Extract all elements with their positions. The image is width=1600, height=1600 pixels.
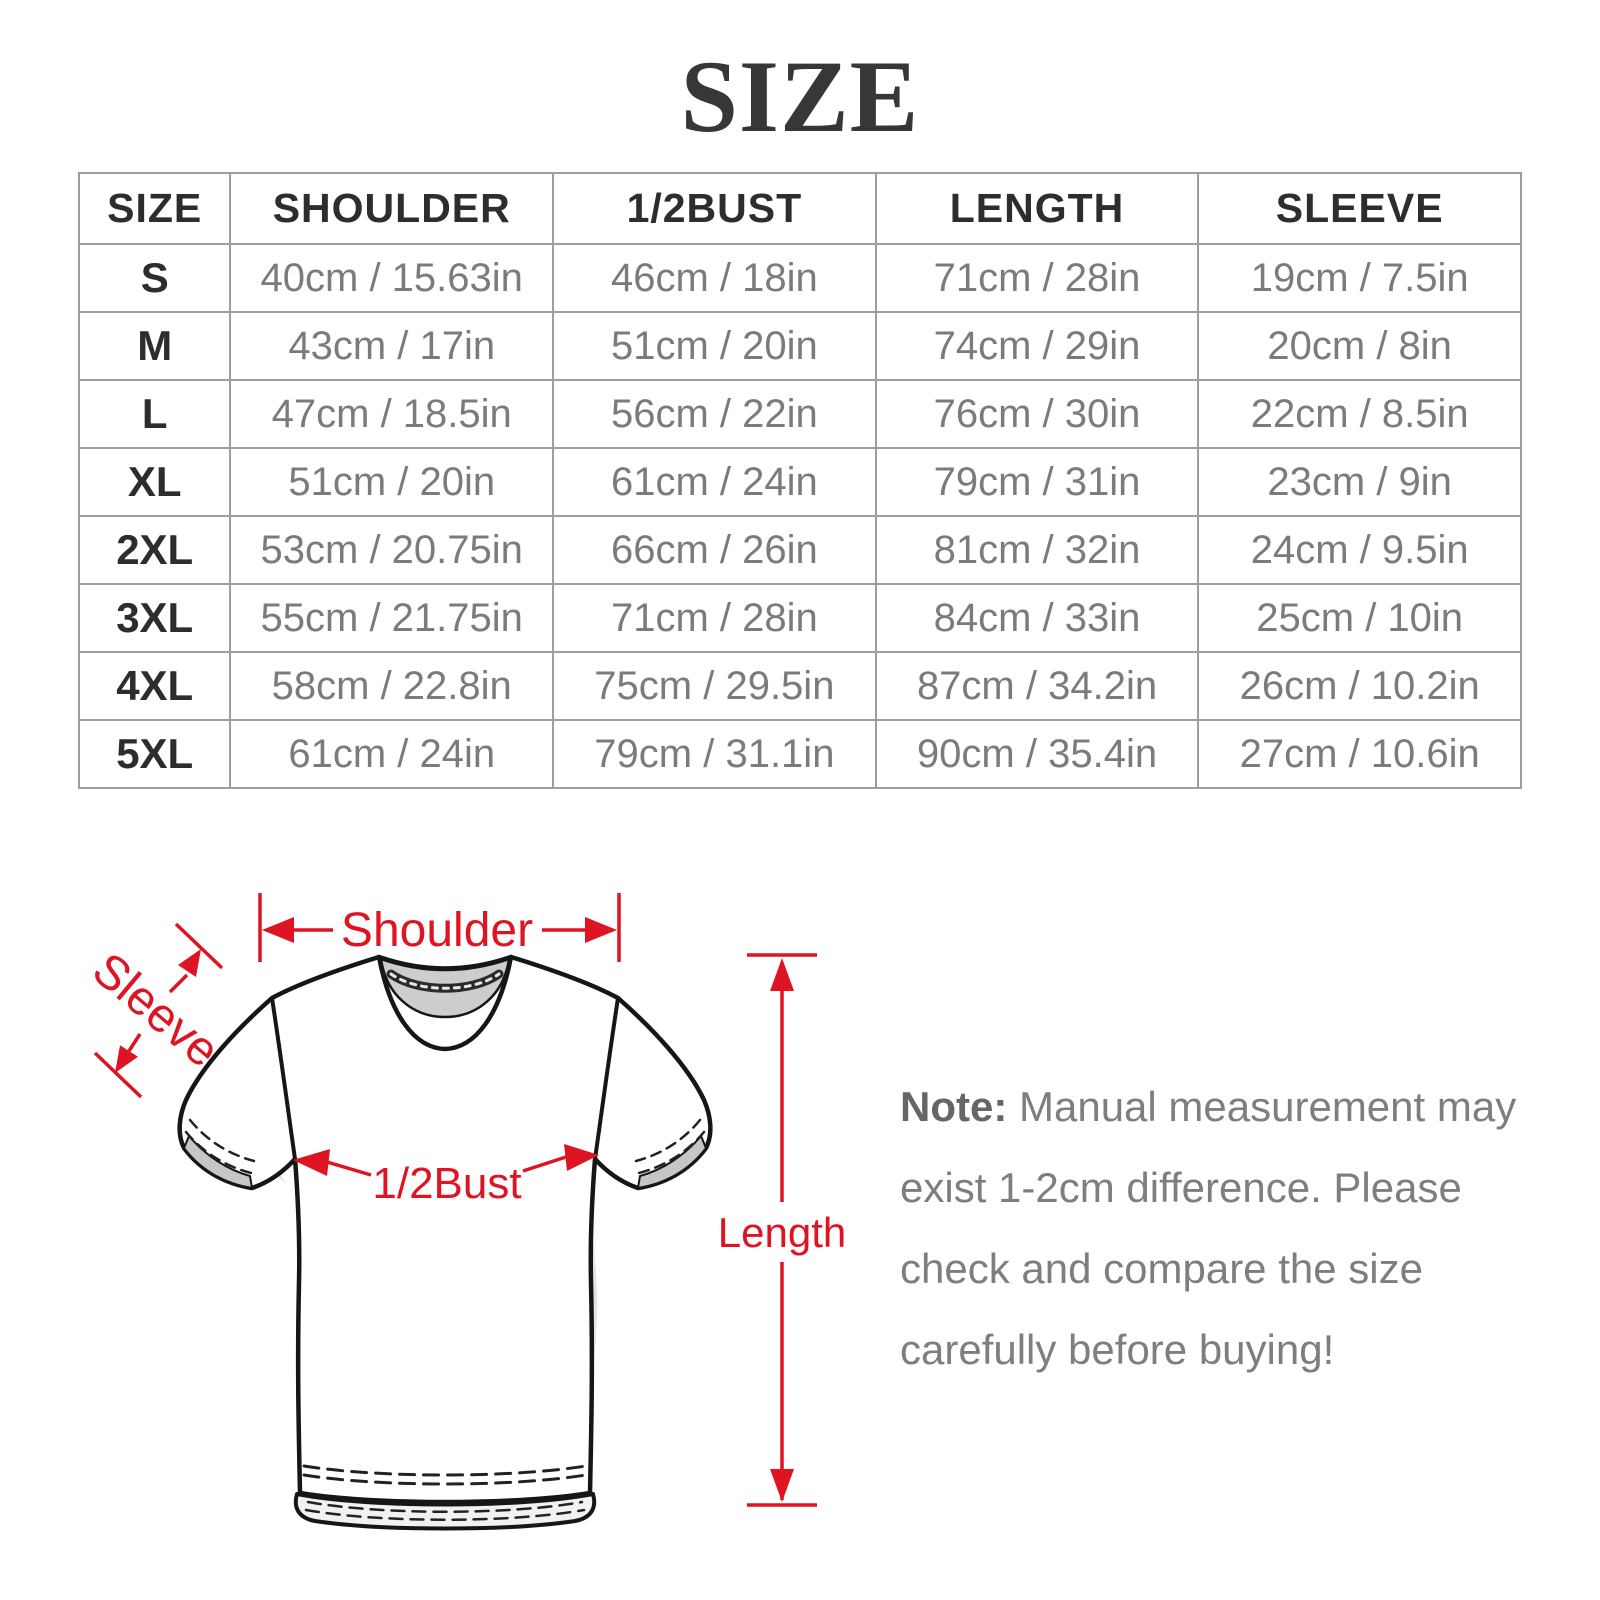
note-text: Note: Manual measurement may exist 1-2cm… — [900, 1066, 1530, 1390]
table-row: 2XL 53cm / 20.75in 66cm / 26in 81cm / 32… — [77, 515, 1522, 585]
length-value: 76cm / 30in — [874, 379, 1200, 449]
column-header-bust: 1/2BUST — [552, 172, 877, 245]
table-row: M 43cm / 17in 51cm / 20in 74cm / 29in 20… — [77, 311, 1522, 381]
shoulder-dimension-label: Shoulder — [341, 904, 533, 957]
bust-value: 66cm / 26in — [552, 515, 877, 585]
shoulder-value: 47cm / 18.5in — [229, 379, 555, 449]
bust-value: 46cm / 18in — [552, 243, 877, 313]
sleeve-value: 26cm / 10.2in — [1197, 651, 1522, 721]
sleeve-value: 22cm / 8.5in — [1197, 379, 1522, 449]
length-value: 81cm / 32in — [874, 515, 1200, 585]
tshirt-measurement-diagram: Shoulder Sleeve 1/2Bust Length — [82, 893, 846, 1531]
shoulder-value: 55cm / 21.75in — [229, 583, 555, 653]
size-label: S — [77, 243, 232, 313]
size-label: 5XL — [77, 719, 232, 789]
bust-arrow: 1/2Bust — [293, 1144, 599, 1208]
column-header-length: LENGTH — [874, 172, 1200, 245]
sleeve-value: 23cm / 9in — [1197, 447, 1522, 517]
shoulder-value: 43cm / 17in — [229, 311, 555, 381]
shoulder-value: 58cm / 22.8in — [229, 651, 555, 721]
shoulder-value: 40cm / 15.63in — [229, 243, 555, 313]
sleeve-value: 24cm / 9.5in — [1197, 515, 1522, 585]
tshirt-outline — [177, 954, 713, 1531]
sleeve-dimension-label: Sleeve — [82, 943, 228, 1078]
bust-dimension-label: 1/2Bust — [372, 1159, 521, 1208]
shoulder-value: 61cm / 24in — [229, 719, 555, 789]
column-header-size: SIZE — [77, 172, 232, 245]
table-row: S 40cm / 15.63in 46cm / 18in 71cm / 28in… — [77, 243, 1522, 313]
table-row: L 47cm / 18.5in 56cm / 22in 76cm / 30in … — [77, 379, 1522, 449]
length-value: 90cm / 35.4in — [874, 719, 1200, 789]
note-body: Manual measurement may exist 1-2cm diffe… — [900, 1083, 1517, 1373]
table-row: XL 51cm / 20in 61cm / 24in 79cm / 31in 2… — [77, 447, 1522, 517]
size-label: L — [77, 379, 232, 449]
sleeve-value: 20cm / 8in — [1197, 311, 1522, 381]
size-table: SIZE SHOULDER 1/2BUST LENGTH SLEEVE S 40… — [77, 172, 1522, 789]
table-row: 4XL 58cm / 22.8in 75cm / 29.5in 87cm / 3… — [77, 651, 1522, 721]
size-label: 2XL — [77, 515, 232, 585]
length-value: 71cm / 28in — [874, 243, 1200, 313]
size-label: 3XL — [77, 583, 232, 653]
size-label: XL — [77, 447, 232, 517]
length-value: 84cm / 33in — [874, 583, 1200, 653]
column-header-shoulder: SHOULDER — [229, 172, 555, 245]
bust-value: 51cm / 20in — [552, 311, 877, 381]
sleeve-value: 27cm / 10.6in — [1197, 719, 1522, 789]
bust-value: 61cm / 24in — [552, 447, 877, 517]
length-value: 87cm / 34.2in — [874, 651, 1200, 721]
column-header-sleeve: SLEEVE — [1197, 172, 1522, 245]
bust-value: 79cm / 31.1in — [552, 719, 877, 789]
bust-value: 56cm / 22in — [552, 379, 877, 449]
note-prefix: Note: — [900, 1083, 1008, 1130]
bust-value: 71cm / 28in — [552, 583, 877, 653]
bust-value: 75cm / 29.5in — [552, 651, 877, 721]
shoulder-value: 53cm / 20.75in — [229, 515, 555, 585]
shoulder-arrow: Shoulder — [258, 893, 621, 962]
page-title: SIZE — [680, 40, 920, 154]
size-label: 4XL — [77, 651, 232, 721]
length-value: 79cm / 31in — [874, 447, 1200, 517]
table-row: 5XL 61cm / 24in 79cm / 31.1in 90cm / 35.… — [77, 719, 1522, 789]
length-arrow: Length — [718, 953, 846, 1507]
shoulder-value: 51cm / 20in — [229, 447, 555, 517]
size-label: M — [77, 311, 232, 381]
table-row: 3XL 55cm / 21.75in 71cm / 28in 84cm / 33… — [77, 583, 1522, 653]
size-table-section: SIZE SHOULDER 1/2BUST LENGTH SLEEVE S 40… — [77, 172, 1522, 789]
table-header-row: SIZE SHOULDER 1/2BUST LENGTH SLEEVE — [77, 172, 1522, 245]
length-dimension-label: Length — [718, 1209, 846, 1256]
length-value: 74cm / 29in — [874, 311, 1200, 381]
sleeve-value: 25cm / 10in — [1197, 583, 1522, 653]
sleeve-value: 19cm / 7.5in — [1197, 243, 1522, 313]
